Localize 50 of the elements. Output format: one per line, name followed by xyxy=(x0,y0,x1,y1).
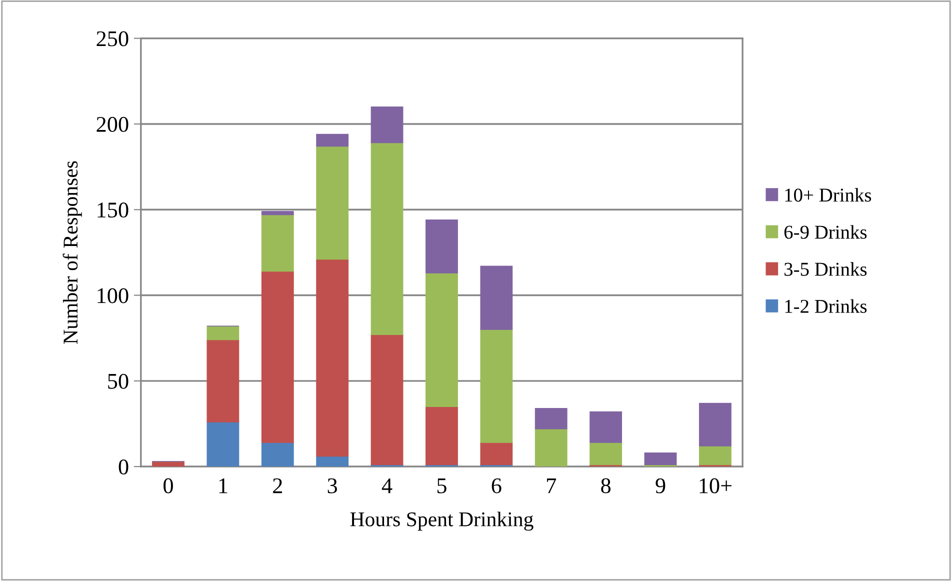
bar xyxy=(370,142,404,336)
legend-label: 1-2 Drinks xyxy=(785,299,867,313)
y-tick-label: 200 xyxy=(96,116,128,132)
bar xyxy=(316,456,349,467)
x-tick-label: 9 xyxy=(656,478,666,494)
bar xyxy=(261,442,294,467)
legend-label: 10+ Drinks xyxy=(785,188,872,202)
bar xyxy=(480,266,513,330)
x-tick-label: 5 xyxy=(437,478,446,494)
y-tick-label: 0 xyxy=(118,459,128,474)
bar xyxy=(206,339,240,422)
y-tick-label: 150 xyxy=(98,202,128,218)
bar xyxy=(370,334,404,466)
bar xyxy=(206,422,240,467)
bar xyxy=(590,411,622,443)
x-tick-label: 7 xyxy=(547,478,556,494)
bar xyxy=(206,326,240,340)
x-tick-label: 4 xyxy=(382,478,392,494)
y-tick-label: 100 xyxy=(98,288,128,304)
bar xyxy=(699,402,732,446)
x-tick-label: 0 xyxy=(164,478,173,494)
y-tick-label: 50 xyxy=(108,374,128,389)
bar xyxy=(316,258,349,457)
bar xyxy=(316,146,349,260)
x-tick-label: 8 xyxy=(601,478,611,494)
bar xyxy=(644,452,677,466)
bar xyxy=(370,106,404,144)
legend-label: 3-5 Drinks xyxy=(784,262,867,276)
x-axis-title: Hours Spent Drinking xyxy=(350,512,534,531)
bar xyxy=(316,134,349,147)
bar xyxy=(534,428,568,467)
bar xyxy=(426,220,458,274)
x-tick-label: 6 xyxy=(492,478,502,494)
x-tick-label: 1 xyxy=(219,478,228,494)
x-tick-label: 2 xyxy=(273,478,282,494)
x-tick-label: 3 xyxy=(328,478,338,494)
y-tick-label: 250 xyxy=(96,31,128,46)
bar xyxy=(534,408,568,430)
bar xyxy=(261,270,294,443)
y-axis-title: Number of Responses xyxy=(62,161,82,344)
bar xyxy=(426,406,458,466)
bar xyxy=(590,442,622,466)
legend-label: 6-9 Drinks xyxy=(784,225,867,239)
bar xyxy=(426,272,458,407)
bar xyxy=(261,210,294,216)
bar xyxy=(480,329,513,443)
bar xyxy=(480,442,513,466)
bar xyxy=(261,214,294,272)
bar xyxy=(699,446,732,466)
x-tick-label: 10+ xyxy=(700,478,732,494)
